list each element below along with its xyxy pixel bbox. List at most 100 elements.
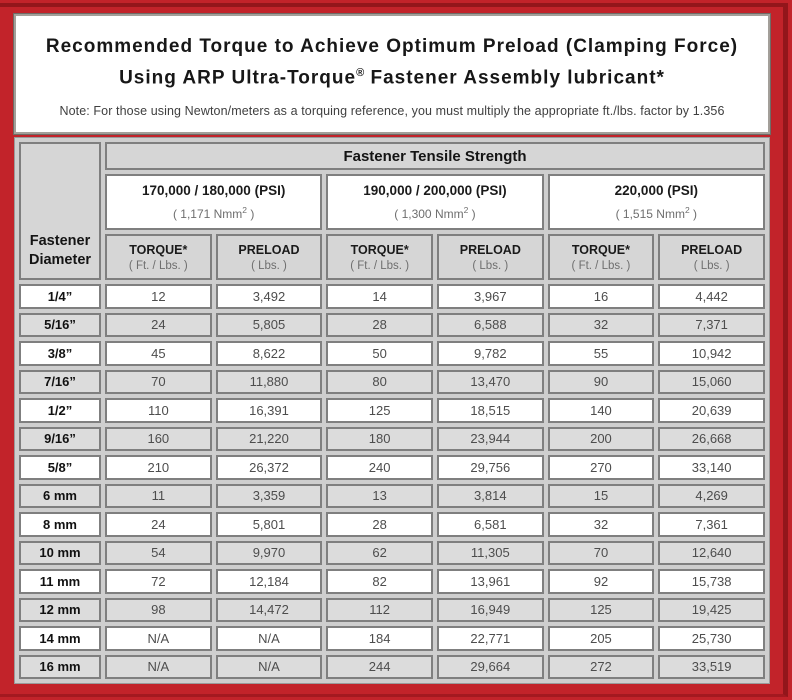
value-cell: 54 xyxy=(105,540,212,565)
value-cell: 11 xyxy=(105,483,212,508)
value-cell: 270 xyxy=(547,455,655,480)
content-panel: Recommended Torque to Achieve Optimum Pr… xyxy=(13,13,771,684)
diameter-label-cell: 14 mm xyxy=(19,626,101,651)
value-cell: N/A xyxy=(215,626,323,651)
torque-column-header: TORQUE* ( Ft. / Lbs. ) xyxy=(105,234,212,280)
table-row: 7/16” 70 11,880 80 13,470 90 15,060 xyxy=(19,369,765,394)
torque-column-header: TORQUE* ( Ft. / Lbs. ) xyxy=(326,234,433,280)
value-cell: 11,305 xyxy=(436,540,544,565)
preload-column-header: PRELOAD ( Lbs. ) xyxy=(658,234,765,280)
title-line2-prefix: Using ARP Ultra-Torque xyxy=(119,67,357,89)
value-cell: 90 xyxy=(547,369,655,394)
value-cell: N/A xyxy=(105,626,212,651)
psi-group-2-nmm: ( 1,300 Nmm2 ) xyxy=(394,205,476,221)
value-cell: 9,782 xyxy=(436,341,544,366)
diameter-label-cell: 1/2” xyxy=(19,398,101,423)
value-cell: 28 xyxy=(326,512,433,537)
page-title-line1: Recommended Torque to Achieve Optimum Pr… xyxy=(45,36,739,57)
value-cell: N/A xyxy=(215,654,323,679)
value-cell: 26,668 xyxy=(658,426,765,451)
table-row: 5/8” 210 26,372 240 29,756 270 33,140 xyxy=(19,455,765,480)
torque-table-wrap: Fastener Diameter Fastener Tensile Stren… xyxy=(14,137,770,684)
value-cell: 4,269 xyxy=(658,483,765,508)
value-cell: 3,492 xyxy=(215,284,323,309)
value-cell: 244 xyxy=(326,654,433,679)
diameter-label-cell: 10 mm xyxy=(19,540,101,565)
value-cell: 29,664 xyxy=(436,654,544,679)
value-cell: 140 xyxy=(547,398,655,423)
diameter-label-cell: 9/16” xyxy=(19,426,101,451)
preload-column-header: PRELOAD ( Lbs. ) xyxy=(215,234,323,280)
value-cell: 16 xyxy=(547,284,655,309)
value-cell: 125 xyxy=(547,597,655,622)
value-cell: 82 xyxy=(326,569,433,594)
value-cell: 92 xyxy=(547,569,655,594)
registered-trademark-mark: ® xyxy=(356,67,365,79)
value-cell: 5,801 xyxy=(215,512,323,537)
value-cell: 205 xyxy=(547,626,655,651)
diameter-label-cell: 16 mm xyxy=(19,654,101,679)
value-cell: 98 xyxy=(105,597,212,622)
value-cell: 10,942 xyxy=(658,341,765,366)
value-cell: 26,372 xyxy=(215,455,323,480)
value-cell: 14 xyxy=(326,284,433,309)
value-cell: 13 xyxy=(326,483,433,508)
title-card: Recommended Torque to Achieve Optimum Pr… xyxy=(13,13,771,135)
table-row: 5/16” 24 5,805 28 6,588 32 7,371 xyxy=(19,312,765,337)
value-cell: 13,470 xyxy=(436,369,544,394)
table-row: 14 mm N/A N/A 184 22,771 205 25,730 xyxy=(19,626,765,651)
table-row: 12 mm 98 14,472 112 16,949 125 19,425 xyxy=(19,597,765,622)
value-cell: 33,519 xyxy=(658,654,765,679)
value-cell: 23,944 xyxy=(436,426,544,451)
psi-group-2: 190,000 / 200,000 (PSI) ( 1,300 Nmm2 ) xyxy=(326,174,544,230)
value-cell: 18,515 xyxy=(436,398,544,423)
value-cell: 6,588 xyxy=(436,312,544,337)
value-cell: 45 xyxy=(105,341,212,366)
value-cell: 240 xyxy=(326,455,433,480)
value-cell: 25,730 xyxy=(658,626,765,651)
column-header-row: TORQUE* ( Ft. / Lbs. ) PRELOAD ( Lbs. ) … xyxy=(19,234,765,280)
psi-group-1: 170,000 / 180,000 (PSI) ( 1,171 Nmm2 ) xyxy=(105,174,323,230)
value-cell: 15,738 xyxy=(658,569,765,594)
table-row: 9/16” 160 21,220 180 23,944 200 26,668 xyxy=(19,426,765,451)
value-cell: 12,184 xyxy=(215,569,323,594)
table-body: 1/4” 12 3,492 14 3,967 16 4,442 5/16” 24 5,805 28 6… xyxy=(19,284,765,679)
value-cell: 13,961 xyxy=(436,569,544,594)
value-cell: 7,361 xyxy=(658,512,765,537)
value-cell: 55 xyxy=(547,341,655,366)
table-row: 1/4” 12 3,492 14 3,967 16 4,442 xyxy=(19,284,765,309)
value-cell: 5,805 xyxy=(215,312,323,337)
diameter-label-cell: 12 mm xyxy=(19,597,101,622)
table-row: 6 mm 11 3,359 13 3,814 15 4,269 xyxy=(19,483,765,508)
corner-label-line1: Fastener xyxy=(29,233,91,249)
value-cell: 8,622 xyxy=(215,341,323,366)
value-cell: 110 xyxy=(105,398,212,423)
value-cell: 16,391 xyxy=(215,398,323,423)
value-cell: 3,967 xyxy=(436,284,544,309)
table-row: 1/2” 110 16,391 125 18,515 140 20,639 xyxy=(19,398,765,423)
value-cell: 210 xyxy=(105,455,212,480)
value-cell: 28 xyxy=(326,312,433,337)
title-line2-suffix: Fastener Assembly lubricant* xyxy=(364,67,665,89)
diameter-label-cell: 5/16” xyxy=(19,312,101,337)
value-cell: 16,949 xyxy=(436,597,544,622)
diameter-label-cell: 5/8” xyxy=(19,455,101,480)
table-row: 11 mm 72 12,184 82 13,961 92 15,738 xyxy=(19,569,765,594)
diameter-label-cell: 1/4” xyxy=(19,284,101,309)
value-cell: 180 xyxy=(326,426,433,451)
value-cell: 3,359 xyxy=(215,483,323,508)
diameter-label-cell: 8 mm xyxy=(19,512,101,537)
value-cell: 12,640 xyxy=(658,540,765,565)
value-cell: 184 xyxy=(326,626,433,651)
value-cell: 24 xyxy=(105,312,212,337)
value-cell: 20,639 xyxy=(658,398,765,423)
psi-group-3: 220,000 (PSI) ( 1,515 Nmm2 ) xyxy=(547,174,765,230)
table-row: 3/8” 45 8,622 50 9,782 55 10,942 xyxy=(19,341,765,366)
conversion-note: Note: For those using Newton/meters as a… xyxy=(59,104,725,119)
value-cell: 6,581 xyxy=(436,512,544,537)
psi-group-1-psi: 170,000 / 180,000 (PSI) xyxy=(141,183,286,198)
table-row: 8 mm 24 5,801 28 6,581 32 7,361 xyxy=(19,512,765,537)
fastener-diameter-header-cell: Fastener Diameter xyxy=(19,142,101,280)
value-cell: 3,814 xyxy=(436,483,544,508)
